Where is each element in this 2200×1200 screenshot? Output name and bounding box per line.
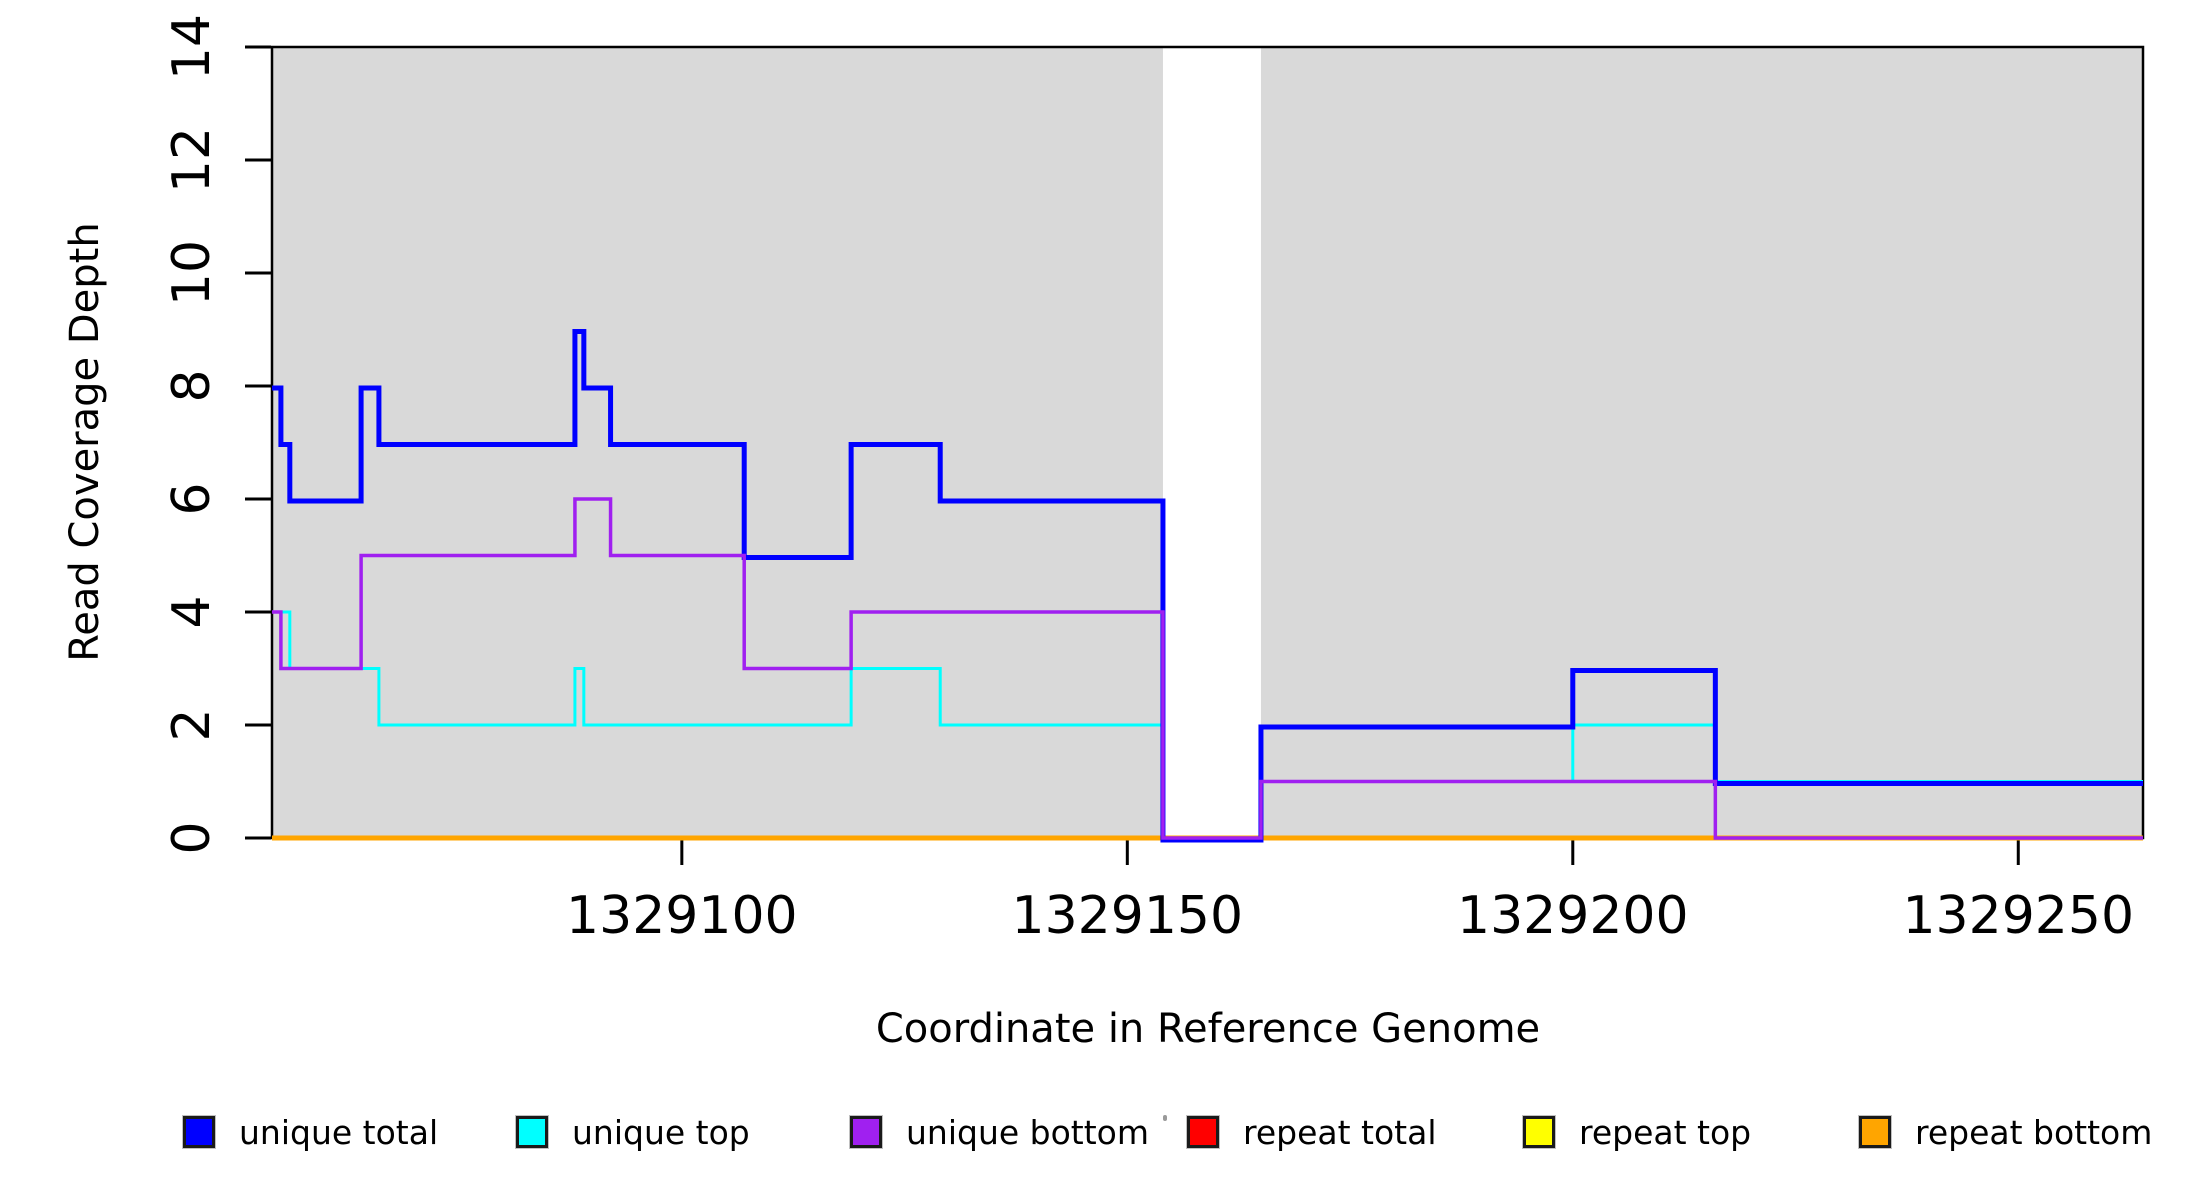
- legend-item-repeat-bottom: repeat bottom: [1859, 1112, 2152, 1152]
- legend-item-repeat-total: repeat total: [1187, 1112, 1437, 1152]
- legend-label-unique-total: unique total: [239, 1112, 439, 1152]
- y-tick-label-14: 14: [162, 13, 222, 81]
- x-axis-title: Coordinate in Reference Genome: [875, 1006, 1541, 1052]
- legend-swatch-unique-bottom: [850, 1116, 882, 1148]
- legend-swatch-unique-total: [183, 1116, 215, 1148]
- legend-label-repeat-top: repeat top: [1579, 1112, 1752, 1152]
- shaded-region-2: [1260, 47, 2143, 838]
- legend-swatch-repeat-bottom: [1859, 1116, 1891, 1148]
- x-tick-label-1329250: 1329250: [1902, 886, 2135, 946]
- legend-item-unique-bottom: unique bottom: [850, 1112, 1149, 1152]
- legend-swatch-unique-top: [516, 1116, 548, 1148]
- legend-swatch-repeat-top: [1523, 1116, 1555, 1148]
- legend-swatch-repeat-total: [1187, 1116, 1219, 1148]
- x-tick-label-1329100: 1329100: [566, 886, 798, 946]
- legend-item-repeat-top: repeat top: [1523, 1112, 1751, 1152]
- legend-item-unique-top: unique top: [516, 1112, 750, 1152]
- legend-label-repeat-bottom: repeat bottom: [1915, 1112, 2153, 1152]
- y-axis-title: Read Coverage Depth: [62, 222, 108, 662]
- x-tick-label-1329150: 1329150: [1011, 886, 1244, 946]
- x-tick-label-1329200: 1329200: [1456, 886, 1689, 946]
- series-line-unique-total: [272, 329, 2143, 843]
- legend-label-unique-top: unique top: [572, 1112, 750, 1152]
- legend-label-repeat-total: repeat total: [1243, 1112, 1437, 1152]
- legend-label-unique-bottom: unique bottom: [906, 1112, 1150, 1152]
- artifact-dot: [1163, 1115, 1167, 1121]
- series-line-unique-bottom: [272, 497, 2143, 840]
- legend-item-unique-total: unique total: [183, 1112, 438, 1152]
